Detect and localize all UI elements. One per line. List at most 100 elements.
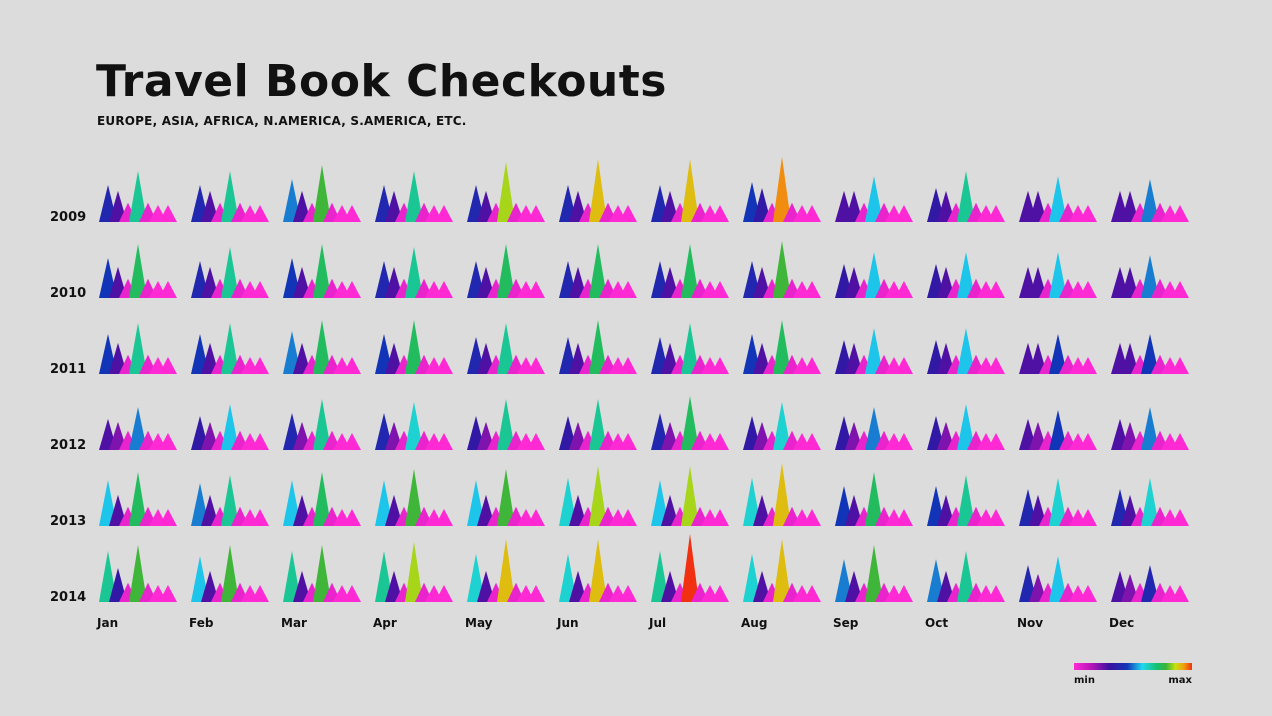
triangle-mark [251,356,269,374]
cell-2012-aug [743,401,821,450]
triangle-mark [803,204,821,222]
triangle-mark [895,432,913,450]
triangle-mark [681,395,699,450]
cell-2014-jun [559,539,637,602]
cell-2013-nov [1019,477,1097,526]
month-label-may: May [465,616,493,630]
cell-2014-mar [283,545,361,602]
triangle-mark [1121,494,1139,526]
triangle-mark [1079,508,1097,526]
triangle-mark [343,508,361,526]
cell-2011-oct [927,328,1005,374]
triangle-mark [589,159,607,222]
triangle-mark [385,342,403,374]
triangle-mark [385,494,403,526]
cell-2014-nov [1019,556,1097,602]
triangle-mark [343,356,361,374]
triangle-mark [405,401,423,450]
triangle-mark [159,280,177,298]
triangle-mark [129,243,147,298]
month-labels: Jan Feb Mar Apr May Jun Jul Aug Sep Oct Nov Dec [96,616,1134,630]
triangle-mark [251,432,269,450]
triangle-mark [711,508,729,526]
triangle-mark [803,356,821,374]
triangle-mark [619,204,637,222]
triangle-mark [159,584,177,602]
triangle-mark [1029,494,1047,526]
cell-2012-apr [375,401,453,450]
triangle-mark [1049,176,1067,222]
month-label-sep: Sep [833,616,859,630]
triangle-mark [201,190,219,222]
triangle-mark [1171,280,1189,298]
triangle-mark [159,508,177,526]
month-label-mar: Mar [281,616,307,630]
triangle-mark [201,570,219,602]
triangle-mark [937,494,955,526]
triangle-mark [681,533,699,602]
triangle-mark [865,407,883,450]
triangle-mark [681,466,699,526]
triangle-mark [1049,477,1067,526]
triangle-mark [527,280,545,298]
triangle-mark [1141,255,1159,298]
cell-2011-sep [835,328,913,374]
cell-2011-jan [99,322,177,374]
cell-2009-feb [191,170,269,222]
triangle-mark [711,584,729,602]
triangle-mark [865,328,883,374]
triangle-mark [129,322,147,374]
triangle-mark [937,190,955,222]
triangle-mark [405,542,423,602]
triangle-mark [957,550,975,602]
cell-2010-nov [1019,252,1097,298]
triangle-mark [957,404,975,450]
triangle-mark [251,280,269,298]
triangle-mark [405,170,423,222]
triangle-mark [1171,204,1189,222]
triangle-mark [803,432,821,450]
cell-2009-aug [743,156,821,222]
triangle-mark [251,584,269,602]
triangle-mark [477,494,495,526]
triangle-mark [1029,266,1047,298]
legend-max-label: max [1168,675,1192,686]
cell-2014-aug [743,539,821,602]
triangle-mark [865,176,883,222]
cell-2013-oct [927,474,1005,526]
triangle-mark [221,246,239,298]
triangle-mark [1079,584,1097,602]
triangle-mark [293,190,311,222]
cell-2014-dec [1111,565,1189,602]
cell-2013-jan [99,471,177,526]
month-label-dec: Dec [1109,616,1134,630]
triangle-mark [405,319,423,374]
cell-2010-apr [375,246,453,298]
triangle-mark [435,356,453,374]
triangle-mark [283,550,301,602]
triangle-mark [109,266,127,298]
triangle-mark [343,204,361,222]
triangle-mark [711,432,729,450]
triangle-mark [619,356,637,374]
triangle-mark [957,252,975,298]
triangle-mark [1171,356,1189,374]
triangle-mark [1049,410,1067,450]
chart-cells [99,156,1189,602]
triangle-mark [497,322,515,374]
triangle-mark [313,243,331,298]
triangle-mark [477,570,495,602]
triangle-mark [651,550,669,602]
cell-2014-sep [835,545,913,602]
triangle-mark [865,545,883,602]
triangle-mark [569,494,587,526]
triangle-mark [405,469,423,526]
cell-2009-apr [375,170,453,222]
triangle-mark [1171,432,1189,450]
triangle-mark [313,545,331,602]
triangle-mark [937,342,955,374]
triangle-mark [865,252,883,298]
triangle-mark [201,266,219,298]
triangle-mark [1141,565,1159,602]
